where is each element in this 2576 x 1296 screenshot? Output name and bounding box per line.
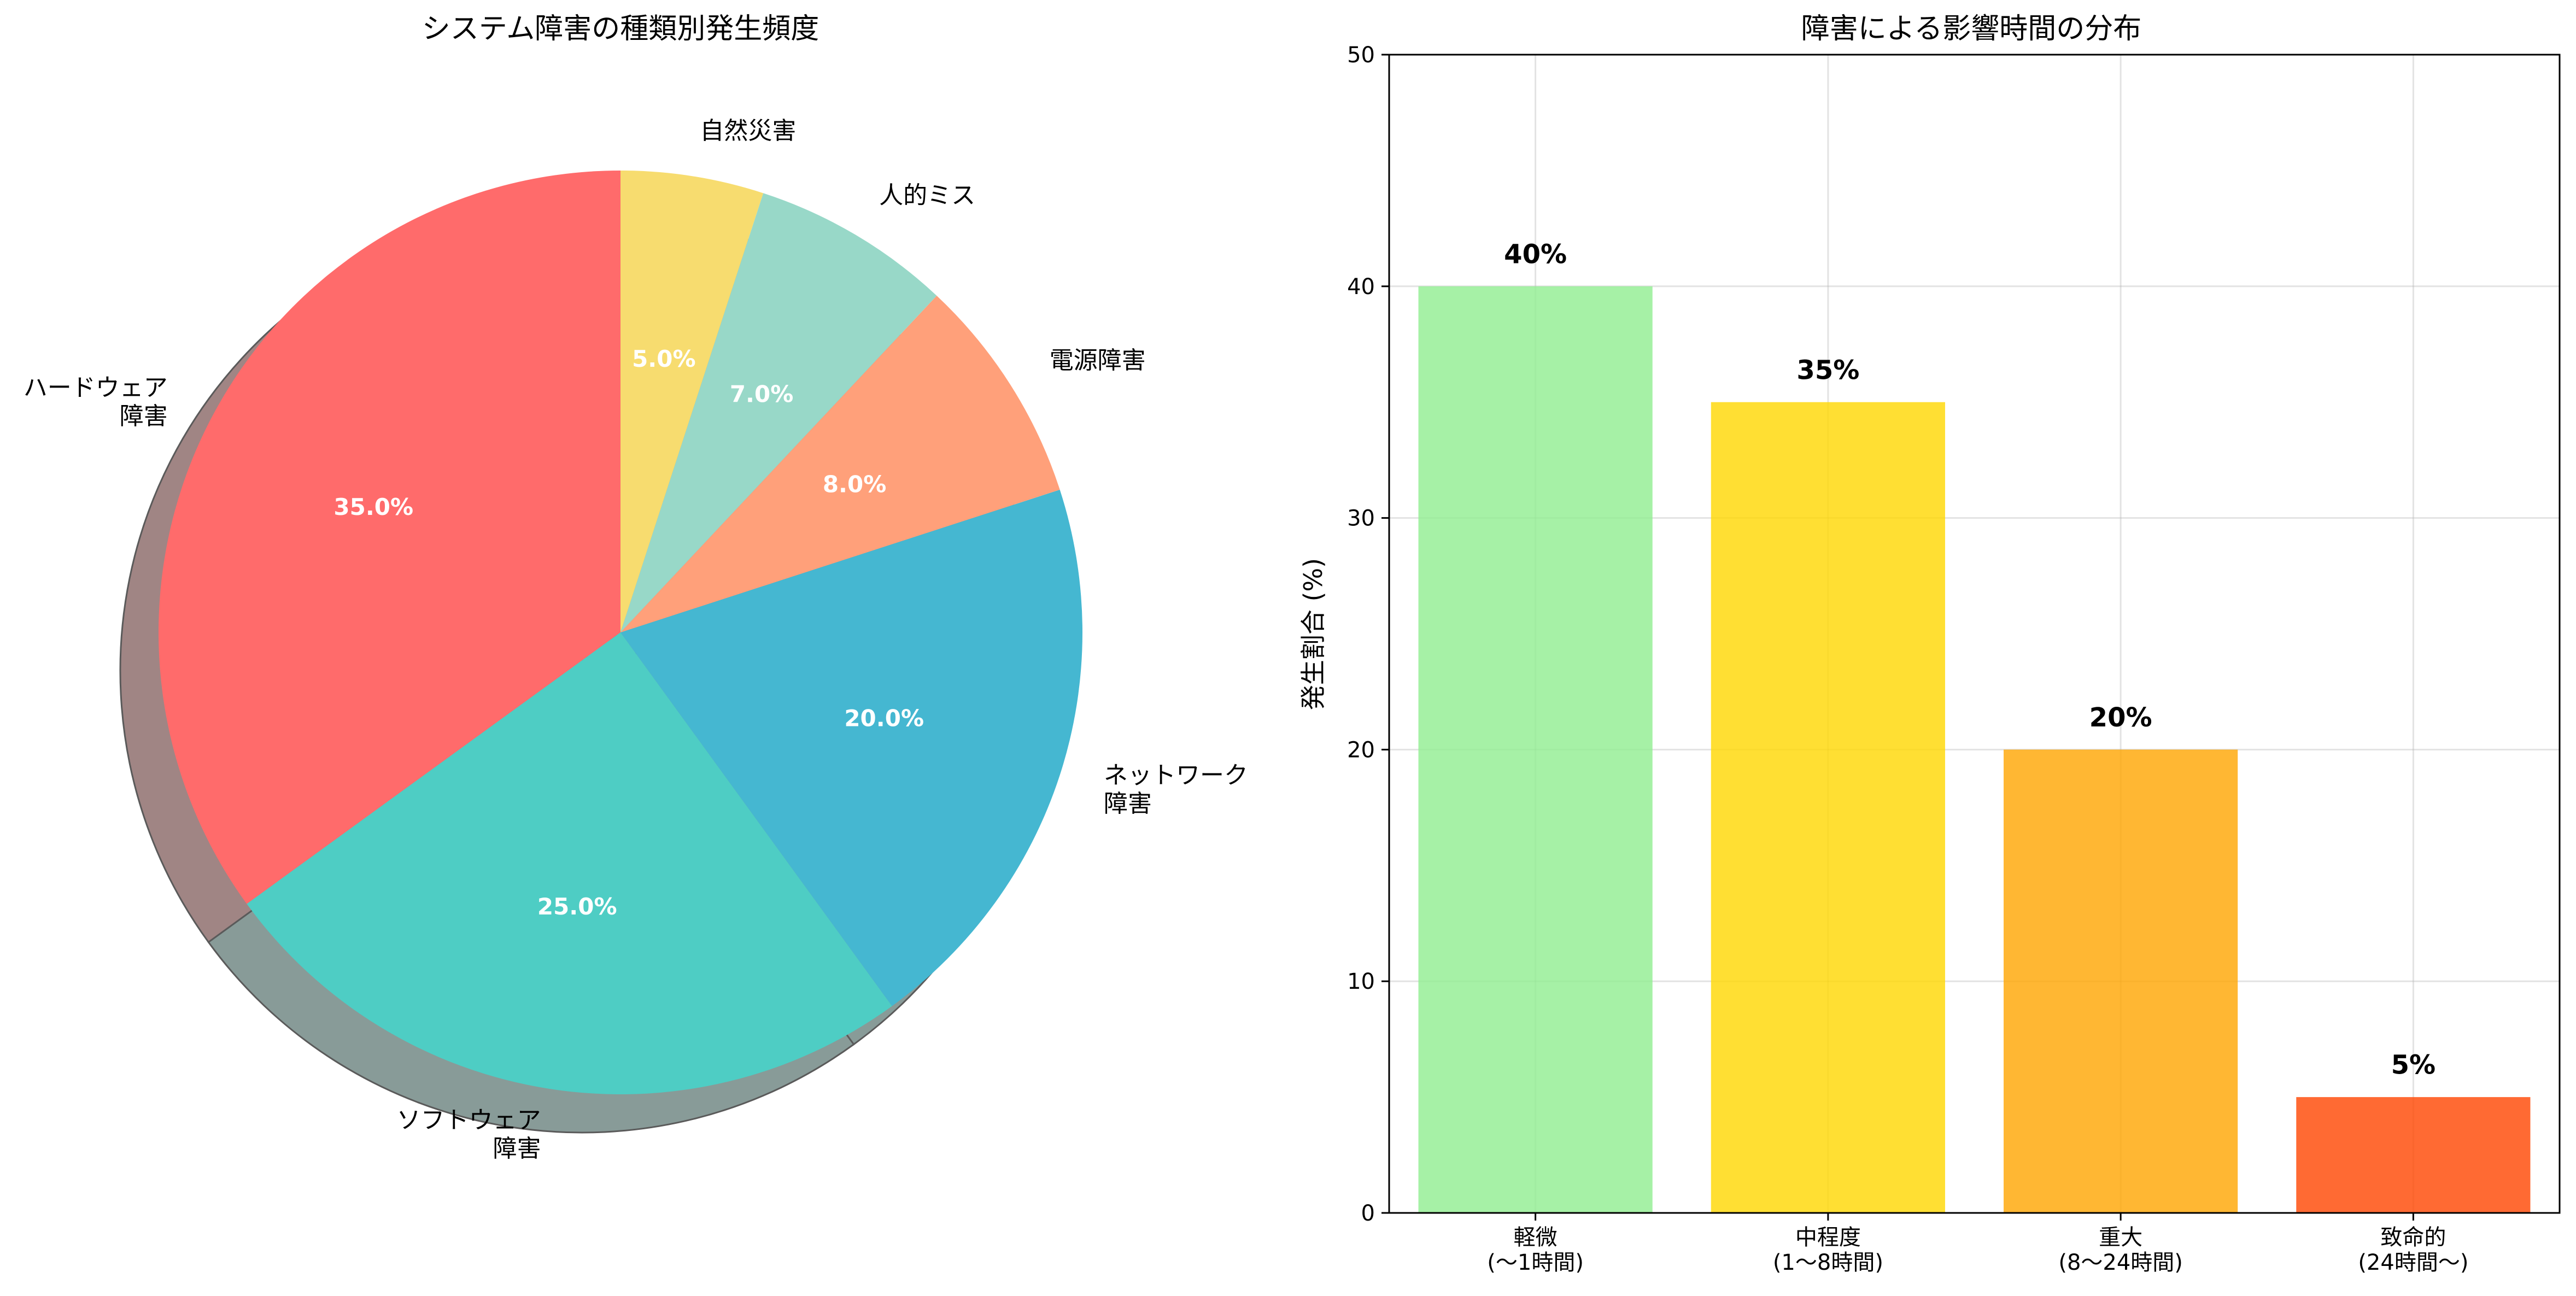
pie-slice-自然災害 <box>620 171 764 632</box>
pie-category-label: 障害 <box>493 1135 541 1163</box>
pie-slices <box>158 171 1083 1095</box>
pie-category-label: 自然災害 <box>700 117 796 145</box>
y-tick-label: 20 <box>1347 737 1375 763</box>
pie-slice-ネットワーク障害 <box>620 489 1083 1006</box>
pie-percent-label: 35.0% <box>333 494 413 520</box>
x-tick-label: (1〜8時間) <box>1773 1250 1883 1275</box>
pie-percent-label: 7.0% <box>730 381 793 408</box>
x-tick-label: 重大 <box>2099 1225 2142 1250</box>
pie-percent-label: 25.0% <box>537 893 617 920</box>
pie-percent-label: 20.0% <box>844 705 924 732</box>
x-tick-label: (24時間〜) <box>2358 1250 2468 1275</box>
y-tick-label: 50 <box>1347 43 1375 68</box>
y-axis-ticks: 0 10 20 30 40 50 <box>1347 43 1389 1226</box>
y-tick-label: 40 <box>1347 274 1375 300</box>
x-tick-label: 軽微 <box>1514 1225 1558 1250</box>
bar <box>1711 402 1945 1213</box>
y-axis-label: 発生割合 (%) <box>1298 558 1328 710</box>
bar-value-labels: 40% 35% 20% 5% <box>1504 239 2436 1080</box>
bar-chart-title: 障害による影響時間の分布 <box>1801 13 2141 45</box>
pie-percent-label: 5.0% <box>632 345 695 372</box>
pie-category-label: ソフトウェア <box>397 1106 541 1134</box>
pie-slice-電源障害 <box>620 296 1060 632</box>
bar <box>2004 749 2238 1213</box>
plot-frame <box>1388 54 2561 1214</box>
bar <box>1418 286 1653 1213</box>
pie-slice-ソフトウェア障害 <box>247 632 892 1095</box>
y-tick-label: 30 <box>1347 506 1375 531</box>
pie-percent-labels: 35.0% 25.0% 20.0% 8.0% 7.0% 5.0% <box>333 345 924 920</box>
pie-chart-panel: システム障害の種類別発生頻度 35.0% 25.0% 20.0% 8.0% 7.0% 5.… <box>24 13 1248 1163</box>
bar-value-label: 5% <box>2391 1050 2436 1081</box>
bar <box>2296 1097 2531 1213</box>
bar-value-label: 20% <box>2089 702 2152 733</box>
y-tick-label: 10 <box>1347 969 1375 994</box>
x-axis-ticks: 軽微(〜1時間) 中程度(1〜8時間) 重大(8〜24時間) 致命的(24時間〜) <box>1487 1213 2468 1275</box>
pie-category-label: ハードウェア <box>24 374 168 402</box>
pie-chart-title: システム障害の種類別発生頻度 <box>422 13 819 45</box>
pie-percent-label: 8.0% <box>823 471 886 497</box>
pie-category-label: 障害 <box>1104 790 1152 818</box>
pie-category-label: ネットワーク <box>1104 761 1248 789</box>
bar-value-label: 40% <box>1504 239 1567 269</box>
y-tick-label: 0 <box>1361 1201 1375 1226</box>
bars <box>1418 286 2531 1213</box>
x-tick-label: 中程度 <box>1795 1225 1861 1250</box>
x-tick-label: (8〜24時間) <box>2058 1250 2183 1275</box>
pie-category-label: 電源障害 <box>1050 347 1146 374</box>
pie-slice-ハードウェア障害 <box>158 171 620 904</box>
x-tick-label: 致命的 <box>2380 1225 2446 1250</box>
pie-category-label: 障害 <box>120 402 168 430</box>
bar-value-label: 35% <box>1796 355 1859 385</box>
pie-slice-人的ミス <box>620 193 937 632</box>
x-tick-label: (〜1時間) <box>1487 1250 1584 1275</box>
pie-category-label: 人的ミス <box>879 181 975 209</box>
